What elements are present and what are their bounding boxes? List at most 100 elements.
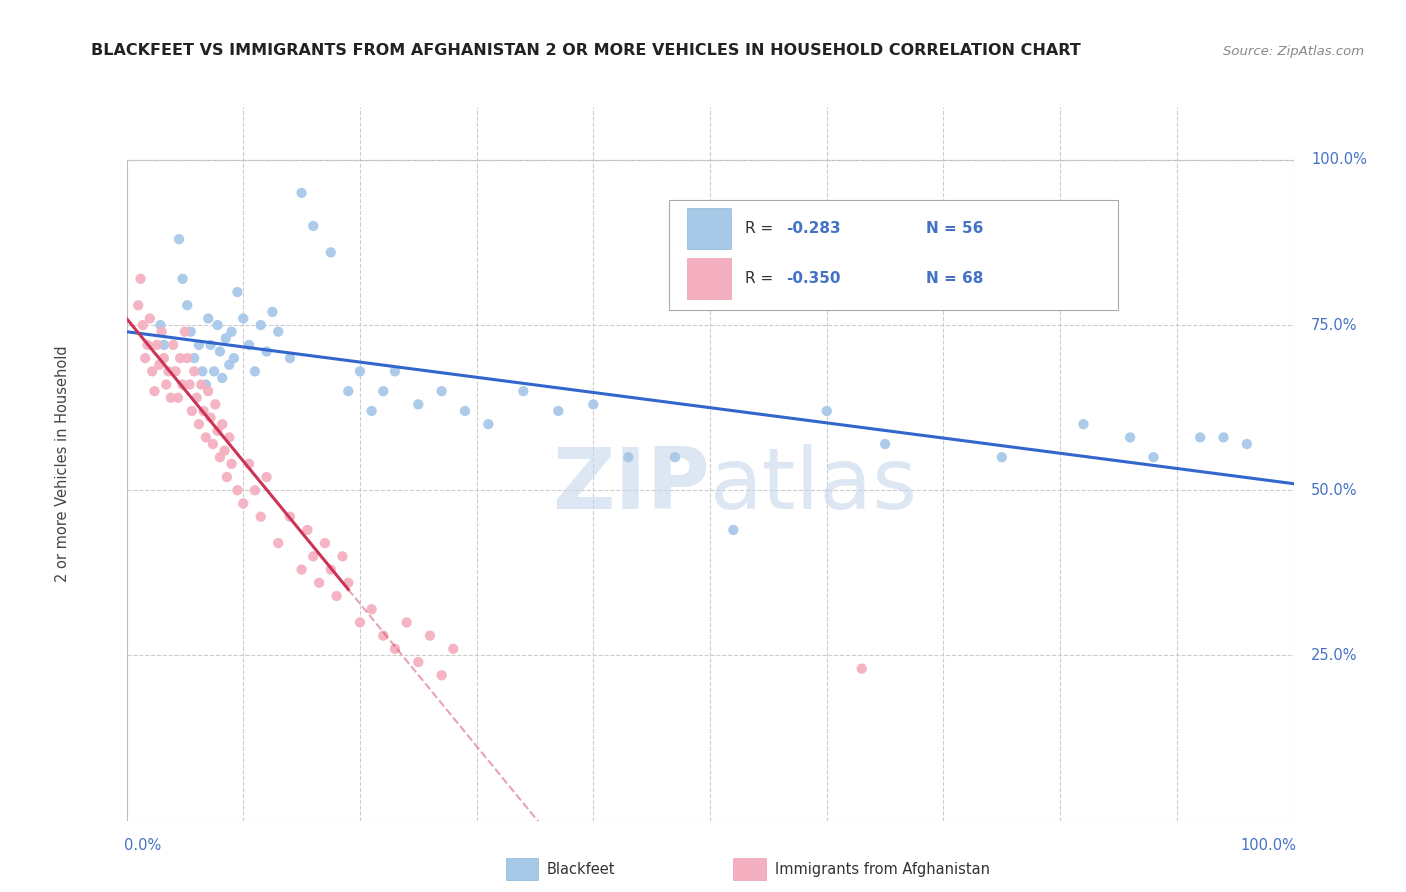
Point xyxy=(167,232,190,246)
Point xyxy=(875,437,897,451)
Point xyxy=(430,668,453,682)
Point xyxy=(190,377,212,392)
Point xyxy=(1073,417,1095,432)
Point xyxy=(180,404,202,418)
Point xyxy=(214,443,236,458)
Point xyxy=(319,245,342,260)
Point xyxy=(187,338,209,352)
Point xyxy=(200,410,222,425)
Point xyxy=(180,325,202,339)
Point xyxy=(547,404,569,418)
Point xyxy=(477,417,499,432)
Point xyxy=(197,311,219,326)
Point xyxy=(419,629,441,643)
Point xyxy=(441,641,464,656)
Point xyxy=(384,364,406,378)
Text: R =: R = xyxy=(745,271,778,285)
Point xyxy=(146,338,169,352)
Point xyxy=(153,338,176,352)
Point xyxy=(617,450,640,465)
Point xyxy=(290,563,312,577)
FancyBboxPatch shape xyxy=(669,200,1119,310)
Text: 0.0%: 0.0% xyxy=(124,838,162,854)
Point xyxy=(238,457,260,471)
Point xyxy=(208,450,231,465)
Text: BLACKFEET VS IMMIGRANTS FROM AFGHANISTAN 2 OR MORE VEHICLES IN HOUSEHOLD CORRELA: BLACKFEET VS IMMIGRANTS FROM AFGHANISTAN… xyxy=(91,43,1081,58)
Point xyxy=(290,186,312,200)
Point xyxy=(218,358,240,372)
Point xyxy=(141,364,163,378)
Point xyxy=(176,298,198,312)
Point xyxy=(249,509,271,524)
Point xyxy=(256,470,278,484)
Point xyxy=(202,364,225,378)
Point xyxy=(408,397,430,411)
Point xyxy=(308,575,330,590)
Point xyxy=(200,338,222,352)
Point xyxy=(172,377,194,392)
Text: -0.350: -0.350 xyxy=(786,271,841,285)
Point xyxy=(215,470,238,484)
Point xyxy=(232,311,254,326)
Point xyxy=(302,219,325,233)
Point xyxy=(332,549,354,564)
Point xyxy=(664,450,686,465)
Point xyxy=(226,483,249,498)
Text: -0.283: -0.283 xyxy=(786,221,841,235)
Point xyxy=(129,272,152,286)
Point xyxy=(207,318,229,332)
Point xyxy=(238,338,260,352)
Point xyxy=(430,384,453,399)
Point xyxy=(360,602,382,616)
Point xyxy=(297,523,319,537)
Point xyxy=(373,384,395,399)
Point xyxy=(139,311,162,326)
Point xyxy=(454,404,477,418)
Point xyxy=(1189,430,1212,444)
Point xyxy=(186,391,208,405)
Point xyxy=(302,549,325,564)
Point xyxy=(256,344,278,359)
Point xyxy=(153,351,176,365)
Point xyxy=(148,358,170,372)
Point xyxy=(157,364,180,378)
Point xyxy=(176,351,198,365)
Point xyxy=(132,318,155,332)
Point xyxy=(221,457,243,471)
Point xyxy=(337,575,360,590)
Point xyxy=(179,377,201,392)
Point xyxy=(1212,430,1234,444)
Point xyxy=(319,563,342,577)
FancyBboxPatch shape xyxy=(506,858,538,880)
Point xyxy=(127,298,149,312)
Text: 2 or more Vehicles in Household: 2 or more Vehicles in Household xyxy=(55,345,70,582)
Point xyxy=(167,391,190,405)
Point xyxy=(851,662,873,676)
Point xyxy=(815,404,838,418)
Point xyxy=(278,351,301,365)
Point xyxy=(278,509,301,524)
Text: N = 68: N = 68 xyxy=(927,271,983,285)
Point xyxy=(150,325,173,339)
Point xyxy=(143,384,166,399)
Text: Immigrants from Afghanistan: Immigrants from Afghanistan xyxy=(775,862,990,877)
Point xyxy=(325,589,347,603)
Point xyxy=(373,629,395,643)
Point xyxy=(207,424,229,438)
Point xyxy=(222,351,245,365)
Point xyxy=(267,536,290,550)
Point xyxy=(162,338,184,352)
Point xyxy=(155,377,177,392)
Point xyxy=(349,364,371,378)
Point xyxy=(197,384,219,399)
Point xyxy=(512,384,534,399)
Text: 100.0%: 100.0% xyxy=(1310,153,1367,168)
Point xyxy=(169,351,191,365)
Point xyxy=(243,364,266,378)
Point xyxy=(201,437,224,451)
Point xyxy=(408,655,430,669)
Point xyxy=(990,450,1012,465)
Point xyxy=(204,397,226,411)
Point xyxy=(172,272,194,286)
FancyBboxPatch shape xyxy=(686,258,731,299)
